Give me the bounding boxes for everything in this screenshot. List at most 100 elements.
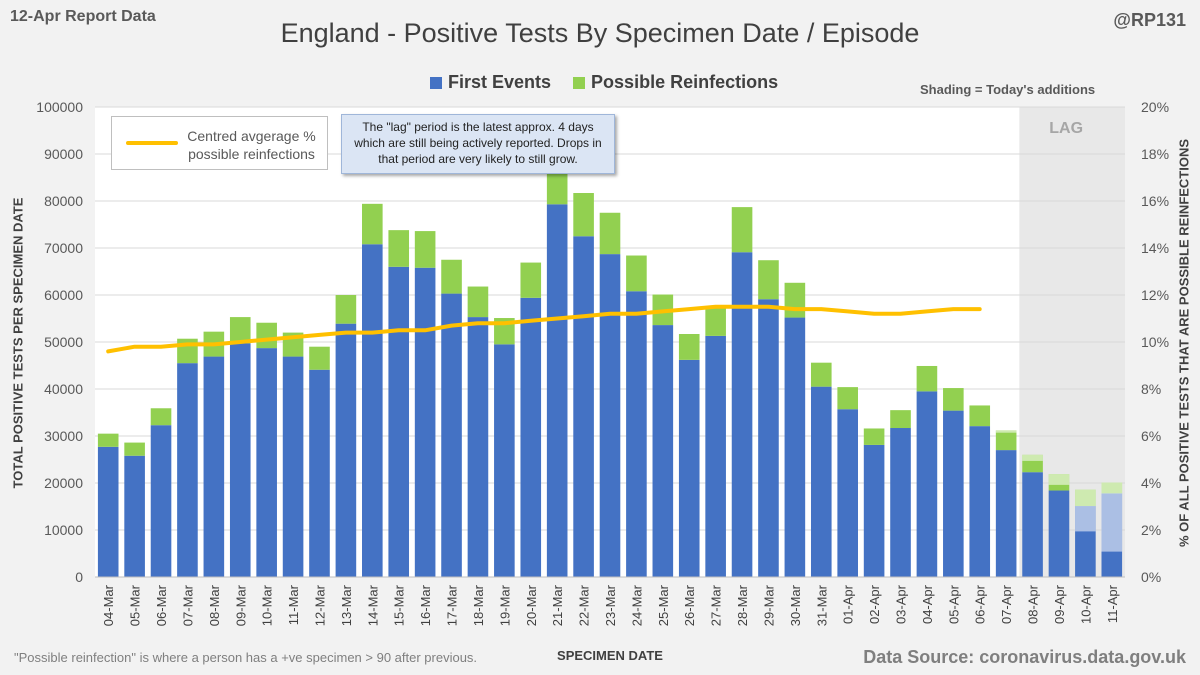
bar-todays-addition	[1101, 482, 1123, 552]
lag-annotation: The "lag" period is the latest approx. 4…	[341, 114, 615, 174]
y2-tick-label: 6%	[1141, 428, 1161, 444]
bar-first-events	[414, 267, 436, 577]
data-source: Data Source: coronavirus.data.gov.uk	[863, 647, 1186, 667]
x-tick-label: 02-Apr	[867, 584, 882, 624]
bar-reinfections	[177, 338, 198, 364]
y-tick-label: 0	[75, 569, 83, 585]
y2-tick-label: 4%	[1141, 475, 1161, 491]
y-tick-label: 100000	[36, 99, 83, 115]
bar-first-events	[573, 236, 594, 577]
lag-annotation-text: The "lag" period is the latest approx. 4…	[354, 120, 602, 166]
bar-first-events	[124, 455, 145, 577]
bar-first-events	[837, 409, 858, 577]
bar-first-events	[652, 325, 674, 577]
bar-first-events	[784, 317, 806, 577]
x-tick-label: 14-Mar	[365, 584, 380, 626]
y-tick-label: 90000	[44, 146, 83, 162]
y-tick-label: 20000	[44, 475, 83, 491]
y2-tick-label: 12%	[1141, 287, 1169, 303]
bar-reinfections	[678, 334, 700, 360]
bar-reinfections	[995, 430, 1017, 451]
bar-reinfections	[863, 428, 885, 445]
x-tick-label: 28-Mar	[735, 584, 750, 626]
x-tick-label: 21-Mar	[550, 584, 565, 626]
bar-first-events	[943, 410, 964, 577]
y2-tick-label: 8%	[1141, 381, 1161, 397]
bar-reinfections	[362, 203, 383, 245]
line-legend-label: Centred avgerage % possible reinfections	[187, 128, 316, 162]
bar-reinfections	[784, 282, 806, 318]
lag-label: LAG	[1049, 120, 1083, 137]
bar-first-events	[705, 335, 726, 577]
shading-note: Shading = Today's additions	[920, 82, 1096, 97]
bar-first-events	[546, 204, 568, 578]
bar-first-events	[494, 344, 515, 577]
x-tick-label: 11-Apr	[1105, 584, 1120, 623]
bar-todays-addition	[1022, 454, 1043, 461]
y2-tick-label: 0%	[1141, 569, 1161, 585]
bar-reinfections	[520, 262, 542, 298]
footnote: "Possible reinfection" is where a person…	[14, 650, 478, 665]
x-tick-label: 24-Mar	[629, 584, 644, 626]
bar-reinfections	[124, 442, 145, 456]
bar-first-events	[995, 450, 1017, 577]
bar-reinfections	[388, 230, 410, 267]
x-tick-label: 16-Mar	[418, 584, 433, 626]
bar-first-events	[229, 343, 251, 577]
bar-first-events	[150, 425, 172, 577]
bar-reinfections	[810, 362, 832, 387]
bar-reinfections	[890, 410, 911, 429]
bar-first-events	[890, 428, 911, 577]
bar-reinfections	[573, 193, 594, 237]
y-tick-label: 50000	[44, 334, 83, 350]
x-tick-label: 13-Mar	[339, 584, 354, 626]
legend: First Events Possible Reinfections	[430, 72, 778, 93]
bar-reinfections	[335, 295, 357, 324]
x-tick-label: 03-Apr	[894, 584, 909, 624]
bar-first-events	[520, 297, 542, 577]
x-tick-label: 23-Mar	[603, 584, 618, 626]
bar-reinfections	[626, 255, 647, 292]
bar-first-events	[758, 299, 779, 577]
bar-first-events	[626, 291, 647, 577]
legend-first-events-label: First Events	[448, 72, 552, 92]
y2-tick-label: 20%	[1141, 99, 1169, 115]
x-tick-label: 10-Mar	[260, 584, 275, 626]
y2-tick-label: 16%	[1141, 193, 1169, 209]
x-tick-label: 06-Apr	[973, 584, 988, 624]
bar-reinfections	[441, 259, 462, 294]
bar-reinfections	[229, 317, 251, 344]
y2-tick-label: 18%	[1141, 146, 1169, 162]
x-tick-label: 29-Mar	[761, 584, 776, 626]
x-tick-label: 08-Apr	[1026, 584, 1041, 624]
bar-reinfections	[599, 212, 621, 255]
legend-reinfections: Possible Reinfections	[573, 72, 778, 93]
reinfections-swatch	[573, 76, 586, 89]
bar-first-events	[203, 356, 225, 577]
first-events-swatch	[430, 76, 442, 89]
bar-first-events	[916, 391, 938, 577]
x-tick-label: 17-Mar	[445, 584, 460, 626]
avg-line	[106, 304, 982, 354]
y-tick-label: 30000	[44, 428, 83, 444]
bar-first-events	[256, 348, 277, 577]
bar-todays-addition	[1075, 489, 1096, 532]
x-tick-label: 22-Mar	[577, 584, 592, 626]
x-tick-label: 27-Mar	[709, 584, 724, 626]
bar-reinfections	[758, 260, 779, 300]
x-tick-label: 06-Mar	[154, 584, 169, 626]
bar-first-events	[388, 266, 410, 577]
bar-reinfections	[150, 408, 172, 426]
bar-first-events	[97, 446, 119, 577]
bar-first-events	[1022, 472, 1043, 577]
x-tick-label: 08-Mar	[207, 584, 222, 626]
bar-reinfections	[309, 346, 330, 370]
bar-reinfections	[837, 387, 858, 410]
x-axis-label: SPECIMEN DATE	[557, 648, 663, 663]
x-tick-label: 07-Apr	[999, 584, 1014, 624]
bar-reinfections	[969, 405, 991, 427]
bar-todays-addition	[1048, 474, 1070, 485]
bar-first-events	[810, 386, 832, 577]
x-tick-label: 25-Mar	[656, 584, 671, 626]
